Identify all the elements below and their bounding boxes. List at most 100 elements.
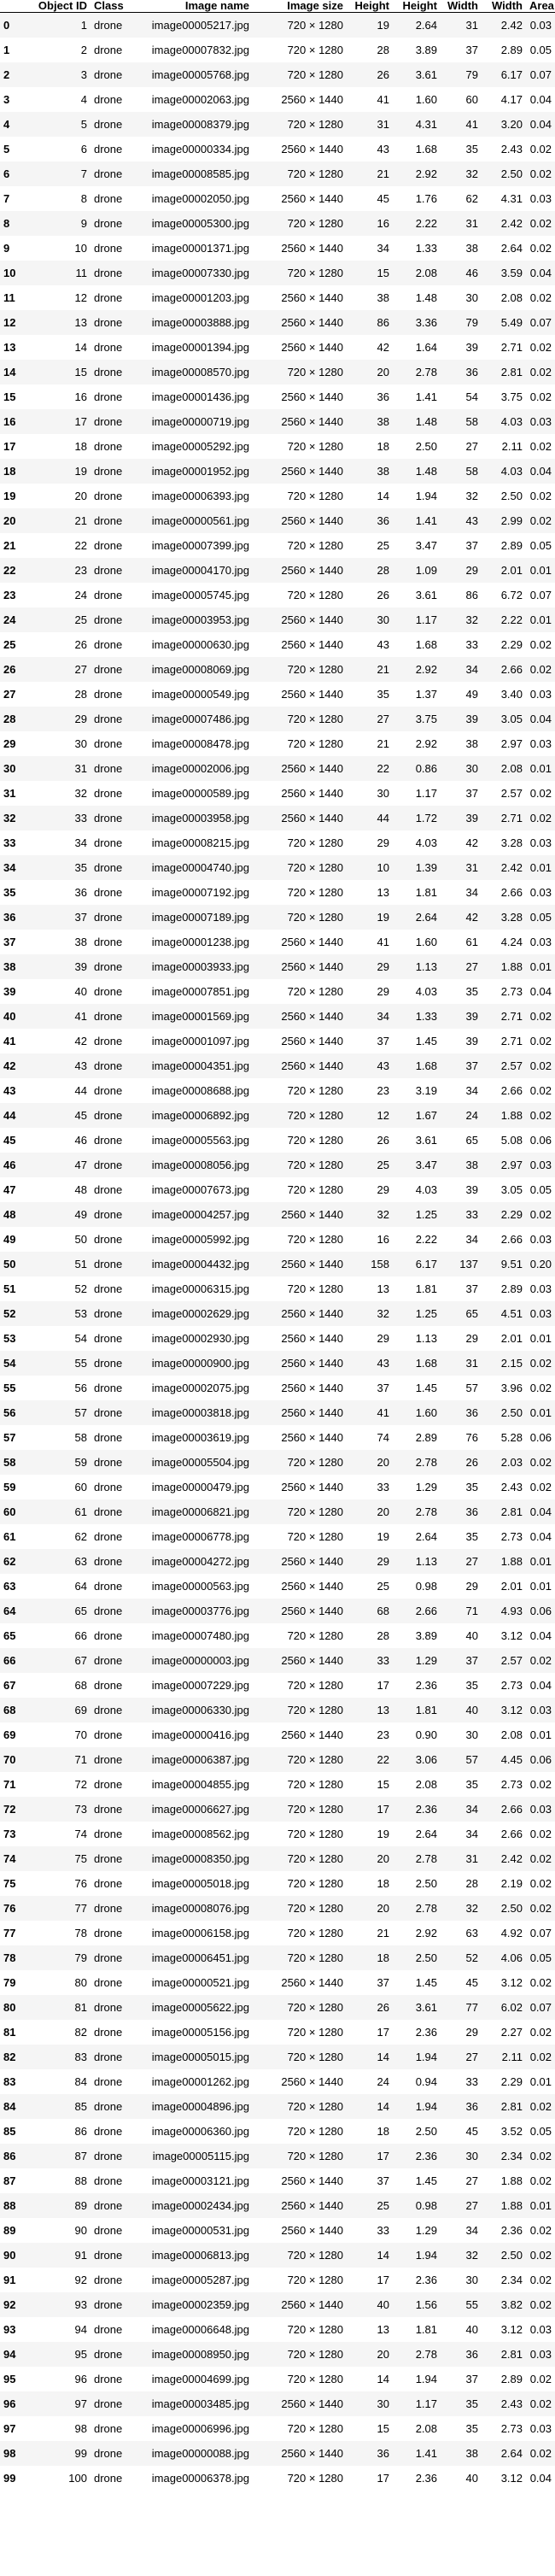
cell-height-px: 26 bbox=[377, 1134, 389, 1147]
table-row: 8 9 drone image00005300.jpg 720 × 1280 16 2.22… bbox=[0, 211, 555, 236]
cell-image-name: image00003888.jpg bbox=[151, 316, 249, 329]
cell-image-name: image00008570.jpg bbox=[151, 366, 249, 378]
cell-height-pct: 1.13 bbox=[415, 960, 437, 973]
cell-image-size: 2560 × 1440 bbox=[281, 2224, 343, 2237]
cell-area: 0.01 bbox=[529, 1728, 552, 1741]
cell-height-px: 26 bbox=[377, 68, 389, 81]
table-row: 56 57 drone image00003818.jpg 2560 × 1440 41 1… bbox=[0, 1400, 555, 1425]
cell-object-id: 58 bbox=[74, 1431, 87, 1444]
cell-height-pct: 1.29 bbox=[415, 2224, 437, 2237]
cell-area: 0.03 bbox=[529, 19, 552, 32]
cell-image-size: 2560 × 1440 bbox=[281, 960, 343, 973]
cell-image-size: 2560 × 1440 bbox=[281, 688, 343, 701]
cell-class: drone bbox=[94, 415, 123, 428]
cell-object-id: 23 bbox=[74, 564, 87, 577]
cell-class: drone bbox=[94, 1803, 123, 1816]
cell-width-px: 76 bbox=[465, 1431, 478, 1444]
cell-width-pct: 2.89 bbox=[500, 44, 523, 56]
row-index: 77 bbox=[3, 1927, 16, 1939]
cell-class: drone bbox=[94, 366, 123, 378]
cell-width-pct: 2.11 bbox=[501, 440, 523, 453]
row-index: 63 bbox=[3, 1580, 16, 1593]
row-index: 13 bbox=[3, 341, 16, 354]
cell-image-name: image00008562.jpg bbox=[151, 1828, 249, 1840]
table-row: 29 30 drone image00008478.jpg 720 × 1280 21 2.… bbox=[0, 731, 555, 756]
cell-object-id: 84 bbox=[74, 2075, 87, 2088]
cell-class: drone bbox=[94, 737, 123, 750]
cell-height-pct: 2.78 bbox=[415, 1902, 437, 1915]
cell-object-id: 76 bbox=[74, 1877, 87, 1890]
cell-class: drone bbox=[94, 217, 123, 230]
cell-area: 0.02 bbox=[529, 1877, 552, 1890]
cell-width-px: 36 bbox=[465, 1406, 478, 1419]
cell-class: drone bbox=[94, 465, 123, 478]
cell-class: drone bbox=[94, 440, 123, 453]
cell-height-px: 20 bbox=[377, 1456, 389, 1469]
cell-class: drone bbox=[94, 1728, 123, 1741]
cell-area: 0.07 bbox=[529, 68, 552, 81]
table-row: 38 39 drone image00003933.jpg 2560 × 1440 29 1… bbox=[0, 954, 555, 979]
cell-class: drone bbox=[94, 2447, 123, 2460]
cell-height-px: 21 bbox=[377, 167, 389, 180]
cell-image-size: 720 × 1280 bbox=[287, 1803, 343, 1816]
cell-object-id: 12 bbox=[74, 291, 87, 304]
cell-class: drone bbox=[94, 960, 123, 973]
cell-height-pct: 1.60 bbox=[415, 93, 437, 106]
cell-image-size: 720 × 1280 bbox=[287, 2472, 343, 2485]
cell-height-pct: 2.36 bbox=[415, 2274, 437, 2286]
table-row: 18 19 drone image00001952.jpg 2560 × 1440 38 1… bbox=[0, 459, 555, 484]
cell-width-pct: 3.05 bbox=[500, 1183, 523, 1196]
cell-class: drone bbox=[94, 812, 123, 824]
cell-class: drone bbox=[94, 1704, 123, 1716]
cell-object-id: 37 bbox=[74, 911, 87, 924]
cell-object-id: 38 bbox=[74, 936, 87, 948]
cell-object-id: 79 bbox=[74, 1951, 87, 1964]
cell-width-px: 31 bbox=[465, 1852, 478, 1865]
cell-width-pct: 2.43 bbox=[500, 1481, 523, 1493]
table-body: 0 1 drone image00005217.jpg 720 × 1280 19 2.64… bbox=[0, 12, 555, 2491]
cell-object-id: 35 bbox=[74, 861, 87, 874]
cell-area: 0.07 bbox=[529, 589, 552, 601]
cell-width-px: 32 bbox=[465, 1902, 478, 1915]
cell-object-id: 75 bbox=[74, 1852, 87, 1865]
cell-class: drone bbox=[94, 638, 123, 651]
cell-width-pct: 3.12 bbox=[500, 2323, 523, 2336]
cell-height-pct: 1.60 bbox=[415, 936, 437, 948]
cell-object-id: 69 bbox=[74, 1704, 87, 1716]
table-row: 20 21 drone image00000561.jpg 2560 × 1440 36 1… bbox=[0, 508, 555, 533]
cell-width-px: 65 bbox=[465, 1307, 478, 1320]
cell-image-name: image00006627.jpg bbox=[151, 1803, 249, 1816]
row-index: 10 bbox=[3, 267, 16, 279]
cell-class: drone bbox=[94, 2026, 123, 2039]
cell-class: drone bbox=[94, 2249, 123, 2262]
cell-width-pct: 4.45 bbox=[500, 1753, 523, 1766]
cell-height-px: 68 bbox=[377, 1605, 389, 1617]
cell-height-px: 29 bbox=[377, 1555, 389, 1568]
table-row: 6 7 drone image00008585.jpg 720 × 1280 21 2.92… bbox=[0, 161, 555, 186]
cell-height-pct: 1.41 bbox=[415, 2447, 437, 2460]
cell-object-id: 43 bbox=[74, 1059, 87, 1072]
cell-width-pct: 2.19 bbox=[500, 1877, 523, 1890]
cell-height-pct: 2.89 bbox=[415, 1431, 437, 1444]
cell-height-pct: 1.81 bbox=[415, 1704, 437, 1716]
cell-image-size: 720 × 1280 bbox=[287, 713, 343, 725]
row-index: 78 bbox=[3, 1951, 16, 1964]
cell-object-id: 40 bbox=[74, 985, 87, 998]
cell-height-pct: 3.36 bbox=[415, 316, 437, 329]
cell-width-px: 34 bbox=[465, 2224, 478, 2237]
cell-object-id: 80 bbox=[74, 1976, 87, 1989]
cell-height-pct: 3.89 bbox=[415, 1629, 437, 1642]
cell-width-px: 30 bbox=[465, 2150, 478, 2162]
cell-image-size: 720 × 1280 bbox=[287, 2051, 343, 2063]
cell-object-id: 42 bbox=[74, 1035, 87, 1047]
cell-width-px: 37 bbox=[465, 44, 478, 56]
cell-object-id: 50 bbox=[74, 1233, 87, 1246]
table-row: 73 74 drone image00008562.jpg 720 × 1280 19 2.… bbox=[0, 1822, 555, 1846]
cell-image-name: image00003818.jpg bbox=[151, 1406, 249, 1419]
cell-image-size: 720 × 1280 bbox=[287, 737, 343, 750]
cell-image-size: 2560 × 1440 bbox=[281, 192, 343, 205]
cell-width-pct: 2.66 bbox=[500, 1828, 523, 1840]
cell-class: drone bbox=[94, 2075, 123, 2088]
cell-class: drone bbox=[94, 93, 123, 106]
cell-image-size: 720 × 1280 bbox=[287, 490, 343, 502]
